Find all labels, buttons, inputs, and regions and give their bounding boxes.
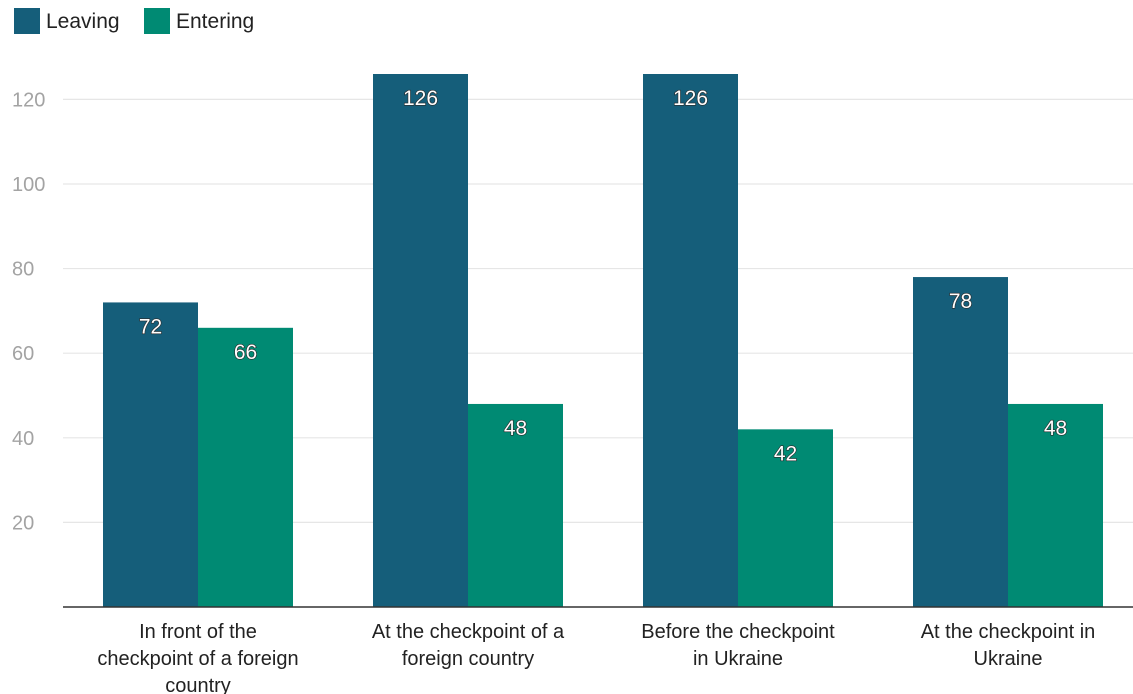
bar-leaving-1 [373,74,468,607]
y-tick-label-100: 100 [12,174,45,196]
bar-entering-2 [738,429,833,607]
y-tick-label-80: 80 [12,259,34,281]
value-label-leaving-3: 78 [949,290,972,313]
bar-leaving-3 [913,277,1008,607]
value-label-entering-0: 66 [234,341,257,364]
legend-swatch-entering [144,8,170,34]
bar-leaving-2 [643,74,738,607]
x-category-label-0: In front of the checkpoint of a foreign co… [97,621,298,694]
value-label-leaving-2: 126 [673,87,708,110]
x-category-label-2: Before the checkpoint in Ukraine [641,621,835,670]
value-label-entering-3: 48 [1044,417,1067,440]
x-category-label-3: At the checkpoint in Ukraine [921,621,1096,670]
legend-swatch-leaving [14,8,40,34]
value-label-entering-2: 42 [774,442,797,465]
value-label-entering-1: 48 [504,417,527,440]
y-tick-label-60: 60 [12,343,34,365]
y-tick-label-40: 40 [12,428,34,450]
value-label-leaving-1: 126 [403,87,438,110]
y-tick-label-20: 20 [12,512,34,534]
bar-entering-0 [198,327,293,607]
value-label-leaving-0: 72 [139,315,162,338]
x-category-label-1: At the checkpoint of a foreign country [372,621,565,670]
legend-label-leaving: Leaving [46,10,120,33]
bar-entering-1 [468,403,563,607]
bar-entering-3 [1008,403,1103,607]
bar-leaving-0 [103,302,198,607]
legend-label-entering: Entering [176,10,254,33]
y-tick-label-120: 120 [12,89,45,111]
